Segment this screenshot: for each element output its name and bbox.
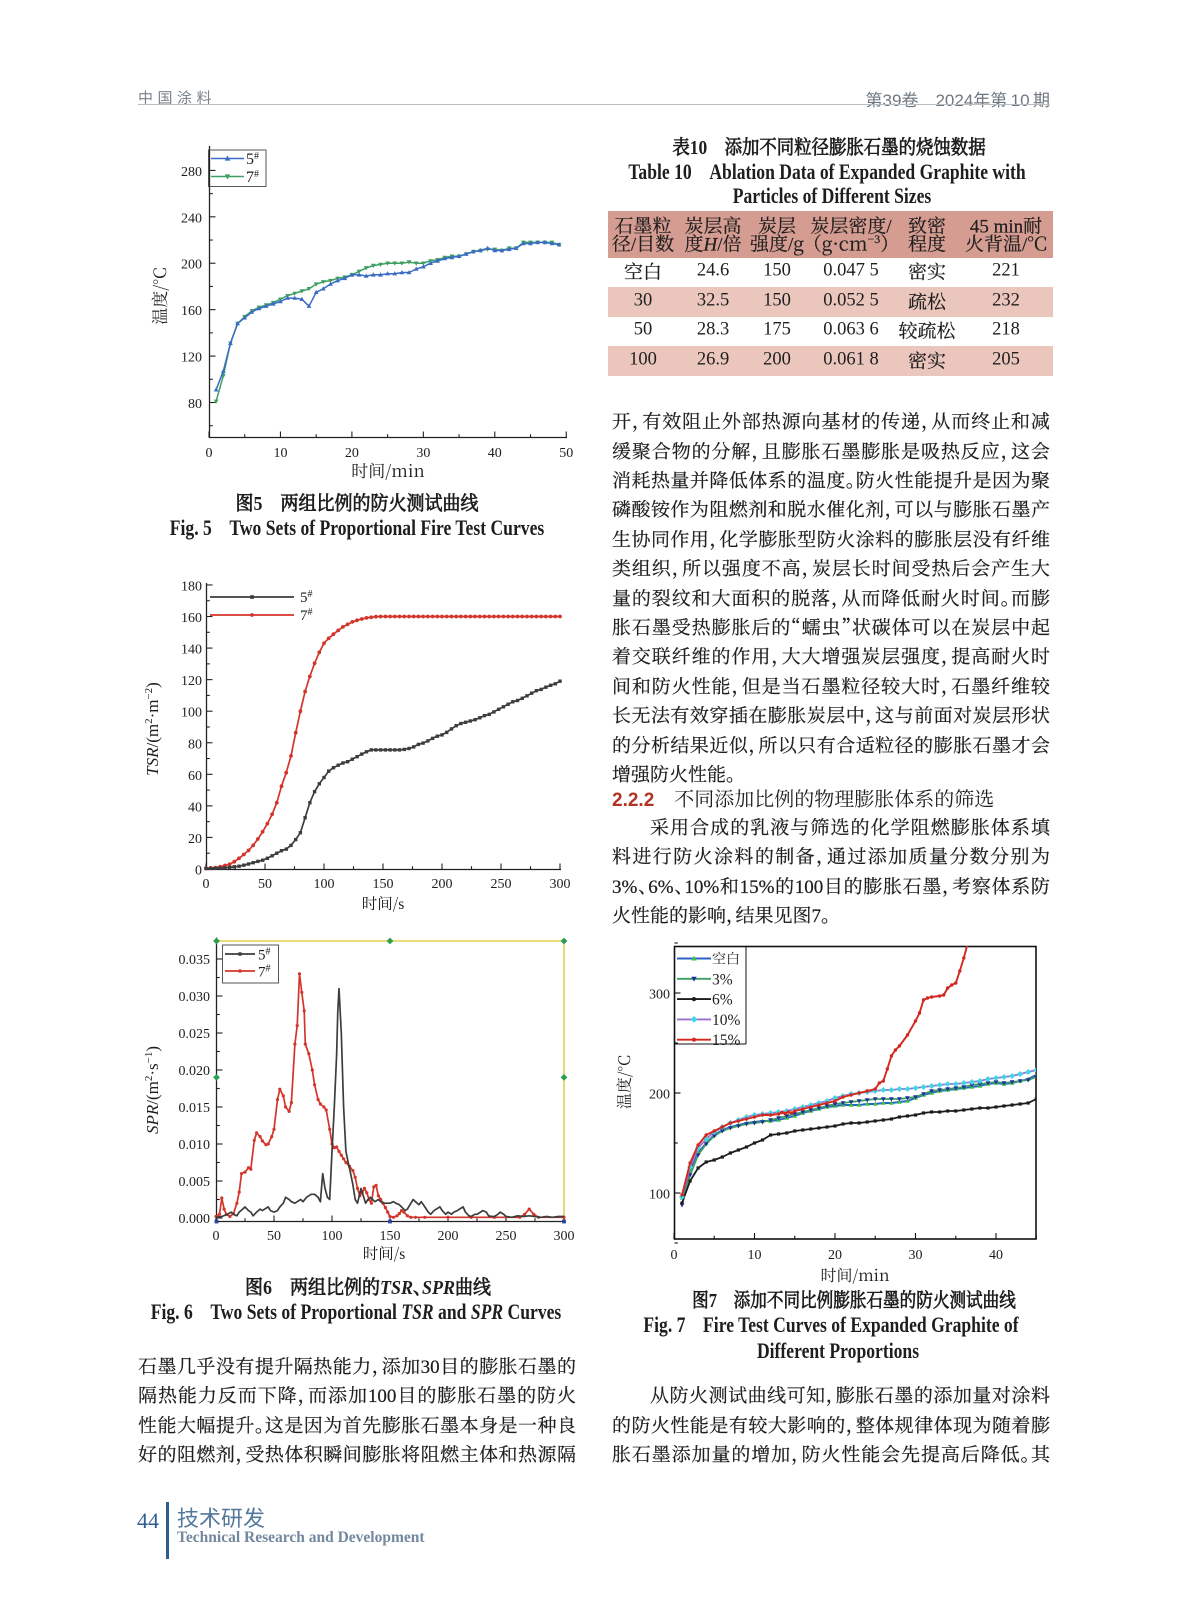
svg-text:20: 20 [188, 832, 202, 847]
svg-text:280: 280 [181, 165, 202, 180]
svg-text:0: 0 [206, 446, 213, 461]
svg-text:0.005: 0.005 [179, 1175, 211, 1190]
svg-text:0.015: 0.015 [179, 1101, 211, 1116]
svg-text:150: 150 [380, 1229, 401, 1244]
svg-text:100: 100 [649, 1188, 670, 1203]
svg-text:200: 200 [181, 258, 202, 273]
svg-text:0.025: 0.025 [179, 1027, 211, 1042]
svg-text:20: 20 [345, 446, 359, 461]
svg-text:40: 40 [989, 1248, 1003, 1263]
svg-text:100: 100 [314, 877, 335, 892]
svg-text:温度/°C: 温度/°C [612, 1055, 635, 1109]
svg-text:250: 250 [496, 1229, 517, 1244]
svg-text:200: 200 [649, 1088, 670, 1103]
svg-text:250: 250 [491, 877, 512, 892]
svg-text:SPR/(m2·s−1): SPR/(m2·s−1) [143, 1046, 162, 1134]
svg-text:0: 0 [203, 877, 210, 892]
svg-text:20: 20 [828, 1248, 842, 1263]
svg-text:150: 150 [373, 877, 394, 892]
svg-text:3%: 3% [712, 971, 733, 988]
svg-text:50: 50 [267, 1229, 281, 1244]
svg-text:10: 10 [748, 1248, 762, 1263]
svg-text:空白: 空白 [712, 949, 740, 969]
svg-text:60: 60 [188, 769, 202, 784]
svg-text:200: 200 [438, 1229, 459, 1244]
svg-text:240: 240 [181, 211, 202, 226]
svg-text:300: 300 [550, 877, 571, 892]
svg-text:10: 10 [273, 446, 287, 461]
svg-text:80: 80 [188, 737, 202, 752]
svg-text:0: 0 [195, 864, 202, 879]
svg-text:15%: 15% [712, 1032, 741, 1049]
svg-text:30: 30 [909, 1248, 923, 1263]
svg-text:100: 100 [181, 706, 202, 721]
svg-text:120: 120 [181, 351, 202, 366]
svg-text:300: 300 [649, 988, 670, 1003]
svg-text:50: 50 [258, 877, 272, 892]
svg-text:0: 0 [671, 1248, 678, 1263]
svg-text:120: 120 [181, 674, 202, 689]
svg-text:时间/min: 时间/min [351, 457, 424, 482]
svg-text:160: 160 [181, 611, 202, 626]
svg-text:40: 40 [188, 800, 202, 815]
svg-text:0.035: 0.035 [179, 953, 211, 968]
svg-text:时间/s: 时间/s [362, 892, 405, 914]
svg-text:0.010: 0.010 [179, 1138, 211, 1153]
svg-text:6%: 6% [712, 992, 733, 1009]
svg-text:140: 140 [181, 643, 202, 658]
svg-text:160: 160 [181, 304, 202, 319]
svg-text:10%: 10% [712, 1012, 741, 1029]
svg-text:时间/min: 时间/min [820, 1263, 890, 1286]
svg-text:40: 40 [488, 446, 502, 461]
svg-text:0: 0 [213, 1229, 220, 1244]
svg-text:50: 50 [559, 446, 573, 461]
svg-text:TSR/(m2·m−2): TSR/(m2·m−2) [143, 682, 162, 776]
svg-text:时间/s: 时间/s [363, 1242, 406, 1264]
svg-text:温度/°C: 温度/°C [146, 267, 171, 325]
svg-text:100: 100 [322, 1229, 343, 1244]
svg-text:180: 180 [181, 579, 202, 594]
svg-text:0.030: 0.030 [179, 990, 211, 1005]
svg-text:300: 300 [554, 1229, 575, 1244]
svg-text:0.000: 0.000 [179, 1212, 211, 1227]
svg-text:30: 30 [416, 446, 430, 461]
svg-text:200: 200 [432, 877, 453, 892]
svg-text:0.020: 0.020 [179, 1064, 211, 1079]
svg-text:80: 80 [188, 397, 202, 412]
